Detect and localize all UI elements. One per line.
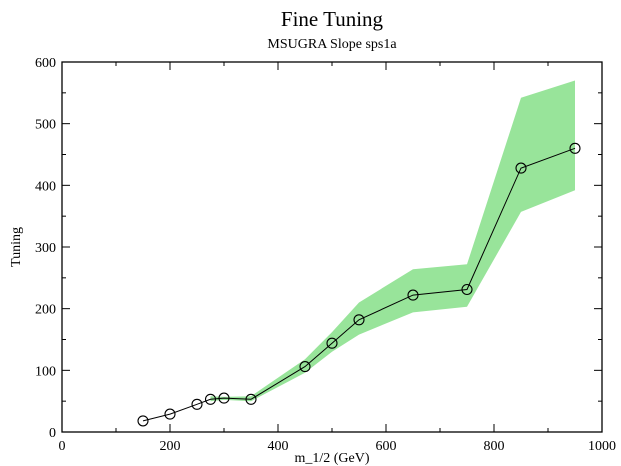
- y-tick-label: 300: [35, 241, 56, 256]
- data-point: [353, 314, 365, 326]
- data-point: [137, 415, 149, 427]
- data-point: [245, 393, 257, 405]
- data-point: [204, 393, 217, 405]
- y-tick-label: 100: [35, 364, 56, 379]
- y-tick-label: 0: [49, 426, 56, 441]
- x-tick-label: 200: [160, 439, 181, 454]
- data-point: [407, 289, 419, 301]
- y-axis-ticks: 0 100 200 300 400 500 600: [35, 56, 602, 441]
- x-tick-label: 400: [268, 439, 289, 454]
- uncertainty-band-layer: [210, 80, 575, 402]
- x-tick-label: 600: [376, 439, 397, 454]
- y-axis-label: Tuning: [9, 227, 24, 267]
- y-tick-label: 200: [35, 303, 56, 318]
- data-point: [569, 142, 581, 154]
- data-point: [515, 162, 527, 174]
- y-tick-label: 500: [35, 118, 56, 133]
- x-axis-ticks: 0 200 400 600 800 1000: [59, 62, 616, 454]
- data-point: [218, 392, 230, 404]
- series-line: [142, 147, 576, 422]
- x-tick-label: 0: [59, 439, 66, 454]
- x-tick-label: 800: [484, 439, 505, 454]
- data-point: [191, 398, 203, 410]
- x-axis-label: m_1/2 (GeV): [294, 451, 369, 466]
- data-point: [461, 283, 473, 296]
- y-tick-label: 400: [35, 179, 56, 194]
- data-line-layer: [142, 147, 576, 422]
- chart-title: Fine Tuning: [281, 7, 384, 31]
- chart-subtitle: MSUGRA Slope sps1a: [267, 37, 397, 52]
- data-point: [326, 337, 338, 349]
- data-point: [164, 408, 176, 420]
- y-tick-label: 600: [35, 56, 56, 71]
- data-point: [299, 361, 311, 373]
- x-tick-label: 1000: [588, 439, 616, 454]
- data-marker-layer: [137, 142, 581, 427]
- uncertainty-band: [210, 80, 575, 402]
